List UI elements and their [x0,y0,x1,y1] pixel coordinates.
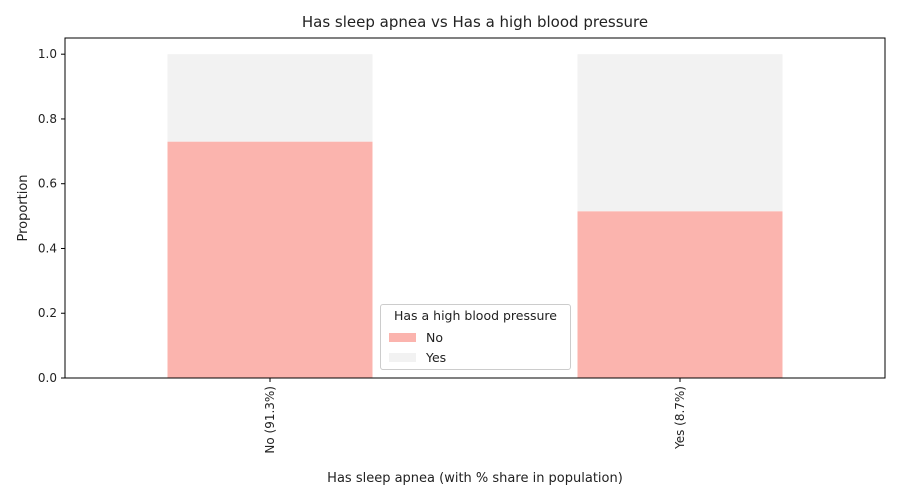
legend-title: Has a high blood pressure [393,308,557,323]
x-axis: No (91.3%) Yes (8.7%) [263,378,687,454]
x-tick-label-0: No (91.3%) [263,386,277,454]
legend-item-no: No [389,330,443,345]
y-axis-label: Proportion [16,174,31,241]
bar-yes-0 [167,54,373,142]
legend-label-no: No [426,330,443,345]
y-tick-label-0: 0.0 [38,371,57,385]
legend-item-yes: Yes [389,350,446,365]
y-tick-label-4: 0.8 [38,112,57,126]
y-tick-label-2: 0.4 [38,241,57,255]
legend-swatch-no [389,333,416,342]
bars-group [167,54,783,378]
y-tick-label-5: 1.0 [38,47,57,61]
y-axis: 0.0 0.2 0.4 0.6 0.8 1.0 [38,47,65,385]
bar-no-0 [167,141,373,378]
chart-title: Has sleep apnea vs Has a high blood pres… [302,13,648,31]
bar-yes-1 [577,54,783,212]
legend-label-yes: Yes [426,350,447,365]
x-tick-label-1: Yes (8.7%) [673,386,687,450]
plot-frame [64,37,886,379]
y-tick-label-3: 0.6 [38,177,57,191]
x-axis-label: Has sleep apnea (with % share in populat… [327,471,623,486]
legend: Has a high blood pressure No Yes [380,304,571,370]
y-tick-label-1: 0.2 [38,306,57,320]
bar-no-1 [577,211,783,378]
legend-swatch-yes [389,353,416,362]
